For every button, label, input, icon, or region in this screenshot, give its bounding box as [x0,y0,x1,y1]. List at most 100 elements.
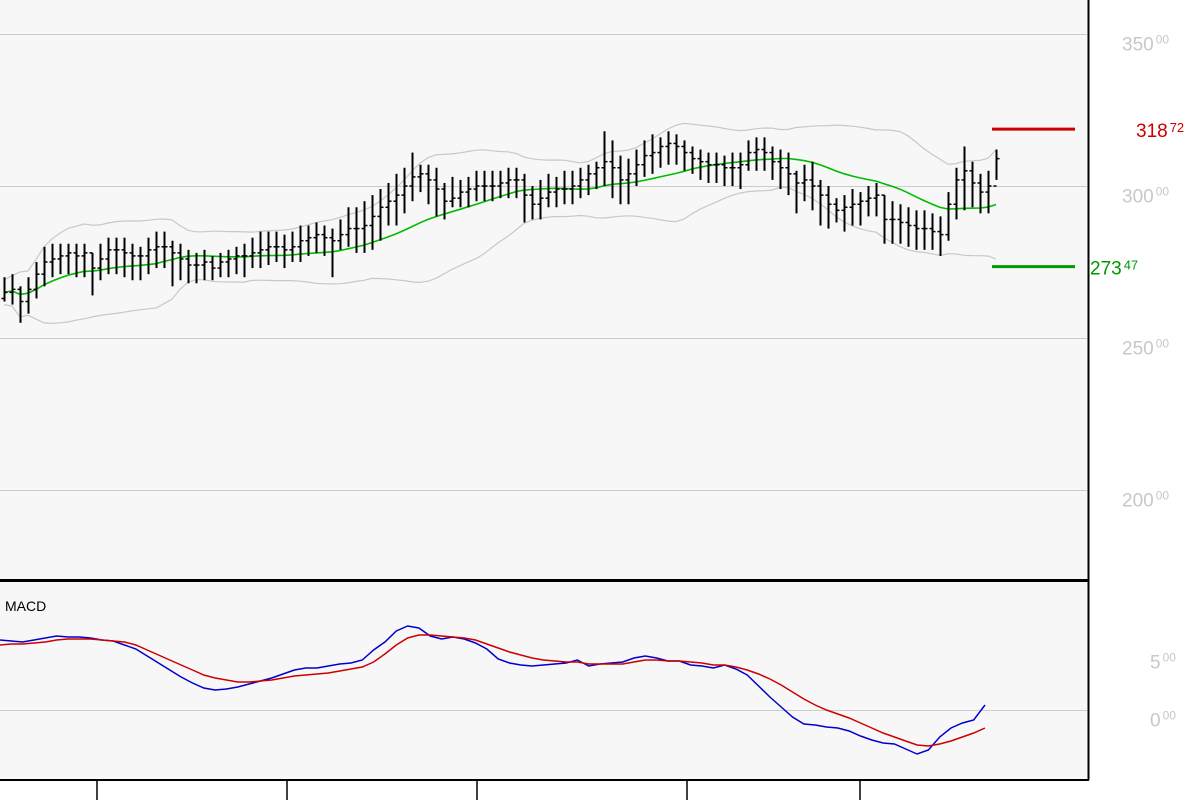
upper-band [3,122,997,281]
ohlc-bar [809,161,816,211]
ohlc-bar [385,182,392,226]
ohlc-bar [449,176,456,208]
ohlc-bars [1,131,1000,323]
ohlc-bar [289,231,296,262]
macd-title: MACD [5,598,46,614]
price-tick-label-dec: 00 [1156,489,1170,503]
ohlc-bar [969,161,976,208]
ohlc-bar [337,219,344,250]
ohlc-bar [777,149,784,190]
ohlc-bar [529,186,536,220]
ohlc-bar [665,131,672,165]
ohlc-bar [825,186,832,229]
ohlc-bar [601,131,608,186]
price-tick-label-int: 200 [1122,491,1154,512]
ohlc-bar [945,192,952,241]
ohlc-bar [641,140,648,177]
ohlc-bar [105,237,112,275]
ohlc-bar [793,170,800,214]
ohlc-bar [857,192,864,226]
upper-level-label: 318 72 [1136,120,1184,142]
ohlc-bar [785,152,792,196]
macd-tick-label: 5 00 [1150,651,1176,674]
ohlc-bar [521,173,528,223]
ohlc-bar [225,249,232,278]
ohlc-bar [417,164,424,193]
price-tick-label-dec: 00 [1156,337,1170,351]
macd-tick-label: 0 00 [1150,709,1176,732]
ohlc-bar [633,149,640,186]
ohlc-bar [753,137,760,171]
macd-lines [0,625,986,755]
price-tick-label-dec: 00 [1156,33,1170,47]
lower-level-int: 273 [1090,259,1122,280]
ohlc-bar [585,164,592,196]
ohlc-bar [593,161,600,190]
ohlc-bar [425,164,432,205]
ohlc-bar [33,262,40,299]
ohlc-bar [505,167,512,199]
ohlc-bar [737,152,744,190]
ohlc-bar [977,173,984,214]
ohlc-bar [329,228,336,278]
price-tick-label-dec: 00 [1156,185,1170,199]
ohlc-bar [985,170,992,214]
ohlc-bar [121,237,128,278]
macd-tick-label-int: 5 [1150,653,1161,674]
upper-level-int: 318 [1136,121,1168,142]
ohlc-bar [913,210,920,250]
price-tick-label-int: 350 [1122,35,1154,56]
macd-tick-label-int: 0 [1150,711,1161,732]
ohlc-bar [41,246,48,287]
bollinger-bands [3,122,997,325]
ohlc-bar [97,243,104,281]
ohlc-bar [433,167,440,217]
ohlc-bar [649,134,656,174]
ohlc-bar [769,146,776,180]
ohlc-bar [25,277,32,314]
ohlc-bar [841,195,848,232]
ohlc-bar [185,249,192,284]
ohlc-bar [193,252,200,284]
ohlc-bar [369,195,376,250]
ohlc-bar [569,170,576,205]
ohlc-bar [497,170,504,199]
ohlc-bar [553,176,560,208]
ohlc-bar [577,167,584,199]
lower-band [3,186,997,325]
ohlc-bar [465,176,472,208]
ohlc-bar [1,277,8,302]
ohlc-bar [993,149,1000,187]
ohlc-bar [209,255,216,281]
ohlc-bar [353,207,360,253]
x-axis-ticks [96,780,861,800]
ohlc-bar [721,155,728,186]
signal-line [0,634,986,747]
ohlc-bar [89,252,96,296]
ohlc-bar [481,170,488,202]
ohlc-bar [617,155,624,205]
ohlc-bar [929,213,936,250]
ohlc-bar [705,152,712,183]
ohlc-bar [345,207,352,247]
ohlc-bar [297,225,304,262]
ohlc-bar [657,137,664,168]
price-tick-label: 300 00 [1122,185,1169,208]
ohlc-bar [153,231,160,269]
ohlc-bar [305,225,312,256]
ohlc-bar [137,246,144,281]
ohlc-bar [833,198,840,223]
lower-level-label: 273 47 [1090,258,1138,280]
ohlc-bar [801,164,808,202]
ohlc-bar [9,274,16,305]
ohlc-bar [281,234,288,269]
ohlc-bar [81,243,88,278]
ohlc-bar [113,237,120,275]
ohlc-bar [961,146,968,211]
ohlc-bar [761,137,768,171]
ohlc-bar [865,186,872,217]
ohlc-bar [513,167,520,199]
